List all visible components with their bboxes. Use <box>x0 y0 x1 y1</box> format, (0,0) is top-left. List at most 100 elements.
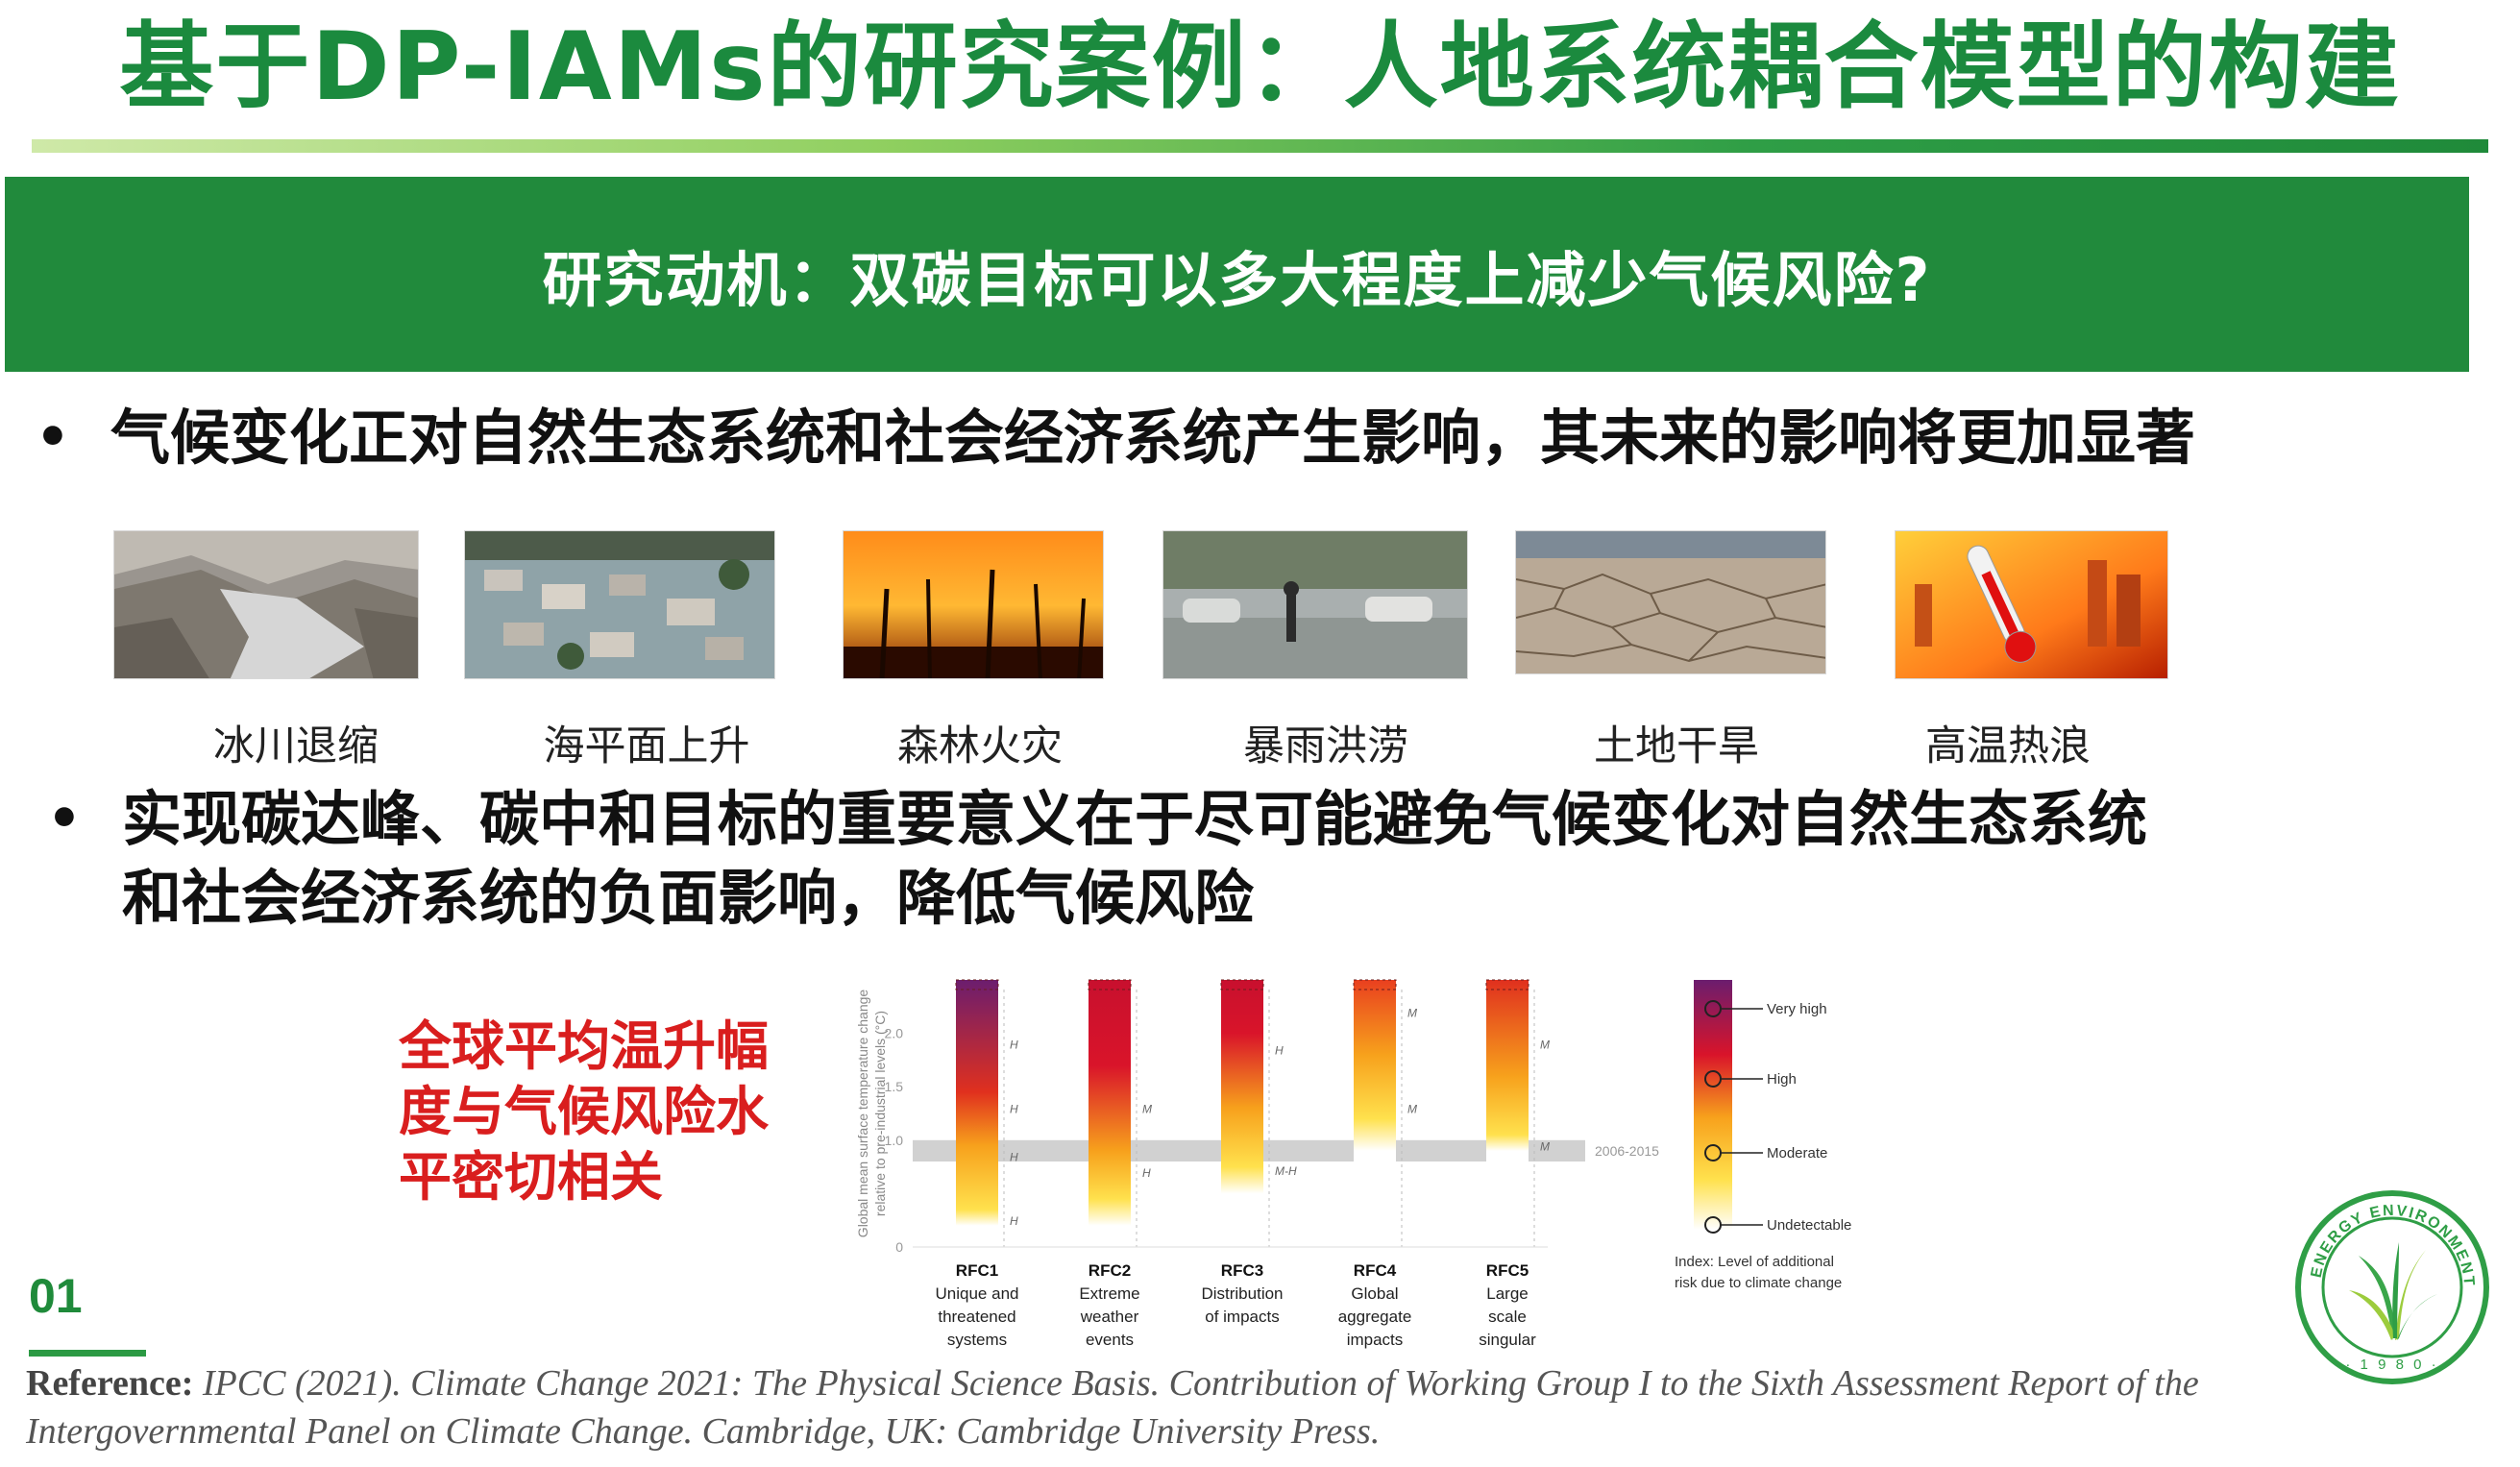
rfc-desc-label: Large <box>1486 1284 1528 1303</box>
rfc-bar-cap <box>1088 979 1132 990</box>
glacier-photo <box>113 530 419 679</box>
y-tick-label: 0 <box>895 1239 903 1255</box>
flood-image <box>465 531 774 678</box>
glacier-image <box>114 531 418 678</box>
band-label: 2006-2015 <box>1595 1143 1659 1159</box>
confidence-label: M <box>1142 1102 1152 1115</box>
page-number-underline <box>29 1350 146 1357</box>
confidence-label: M <box>1540 1039 1550 1052</box>
legend-title-line-1: Index: Level of additional <box>1675 1254 1834 1270</box>
title-divider <box>32 139 2488 153</box>
rfc-bar-rfc3 <box>1221 980 1263 1247</box>
rfc-desc-label: weather <box>1080 1308 1139 1326</box>
rfc-desc-label: Extreme <box>1079 1284 1139 1303</box>
drought-image <box>1516 531 1825 673</box>
energy-environment-economy-logo: ENERGY ENVIRONMENT ECONOMY · 1 9 8 0 · <box>2284 1174 2493 1388</box>
bullet-text-line2: 和社会经济系统的负面影响，降低气候风险 <box>122 863 1255 933</box>
rfc-chart: Global mean surface temperature change re… <box>850 961 1897 1357</box>
confidence-label: H <box>1010 1039 1018 1052</box>
y-tick-label: 1.0 <box>885 1133 904 1148</box>
reference-body: IPCC (2021). Climate Change 2021: The Ph… <box>26 1363 2199 1452</box>
legend-level-label: High <box>1767 1071 1797 1088</box>
confidence-label: M-H <box>1275 1164 1297 1178</box>
rfc-bar-cap <box>1220 979 1264 990</box>
rfc-desc-label: of impacts <box>1205 1308 1279 1326</box>
rfc-bar-rfc2 <box>1089 980 1131 1247</box>
rfc-desc-label: threatened <box>938 1308 1015 1326</box>
rfc-desc-label: events <box>1086 1331 1134 1349</box>
motivation-banner: 研究动机：双碳目标可以多大程度上减少气候风险? <box>5 177 2469 372</box>
svg-text:· 1 9 8 0 ·: · 1 9 8 0 · <box>2345 1357 2438 1373</box>
legend-level-label: Very high <box>1767 1001 1827 1017</box>
rfc-bar-cap <box>1485 979 1529 990</box>
heatwave-photo <box>1895 530 2168 679</box>
photo-label-wildfire: 森林火灾 <box>897 722 1063 770</box>
rfc-bar-cap <box>1353 979 1397 990</box>
rfc-code-label: RFC5 <box>1486 1261 1529 1280</box>
photo-label-heatwave: 高温热浪 <box>1925 722 2091 770</box>
photo-label-drought: 土地干旱 <box>1594 722 1759 770</box>
risk-index-legend: Very high High Moderate Undetectable Index: … <box>1667 970 1907 1302</box>
rfc-bar-cap <box>955 979 999 990</box>
confidence-label: M <box>1540 1139 1550 1153</box>
confidence-label: M <box>1407 1102 1417 1115</box>
reference-citation: Reference: IPCC (2021). Climate Change 2… <box>26 1359 2312 1455</box>
rfc-desc-label: aggregate <box>1338 1308 1412 1326</box>
logo-emblem-icon: ENERGY ENVIRONMENT ECONOMY · 1 9 8 0 · <box>2284 1174 2489 1384</box>
rainstorm-image <box>1163 531 1467 678</box>
wildfire-photo <box>843 530 1104 679</box>
y-axis-label-2: relative to pre-industrial levels (°C) <box>872 1011 888 1216</box>
rfc-code-label: RFC4 <box>1354 1261 1397 1280</box>
confidence-label: M <box>1407 1006 1417 1019</box>
photo-label-sea-level: 海平面上升 <box>543 722 750 770</box>
rfc-desc-label: systems <box>947 1331 1007 1349</box>
rfc-code-label: RFC2 <box>1089 1261 1131 1280</box>
y-tick-label: 2.0 <box>885 1026 904 1041</box>
rfc-desc-label: Global <box>1351 1284 1398 1303</box>
bullet-text-line1: 实现碳达峰、碳中和目标的重要意义在于尽可能避免气候变化对自然生态系统 <box>122 784 2148 854</box>
legend-title-line-2: risk due to climate change <box>1675 1275 1842 1291</box>
flood-coast-photo <box>464 530 775 679</box>
rfc-chart-svg: Global mean surface temperature change re… <box>855 979 1659 1349</box>
rainstorm-photo <box>1162 530 1468 679</box>
confidence-label: H <box>1142 1166 1151 1180</box>
note-line-3: 平密切相关 <box>399 1146 664 1208</box>
y-axis-label: Global mean surface temperature change <box>855 990 870 1238</box>
bullet-dot: • <box>47 788 82 850</box>
bullet-carbon-goal: • 实现碳达峰、碳中和目标的重要意义在于尽可能避免气候变化对自然生态系统 和社会… <box>47 780 2409 938</box>
drought-photo <box>1515 530 1826 674</box>
rfc-desc-label: impacts <box>1347 1331 1404 1349</box>
wildfire-image <box>844 531 1103 678</box>
rfc-code-label: RFC3 <box>1221 1261 1263 1280</box>
reference-label: Reference: <box>26 1363 194 1404</box>
confidence-label: H <box>1010 1150 1018 1163</box>
note-line-2: 度与气候风险水 <box>399 1081 770 1142</box>
note-line-1: 全球平均温升幅 <box>399 1015 770 1077</box>
rfc-bar-rfc4 <box>1354 980 1396 1247</box>
legend-level-label: Moderate <box>1767 1145 1827 1161</box>
bullet-text: 气候变化正对自然生态系统和社会经济系统产生影响，其未来的影响将更加显著 <box>110 403 2196 473</box>
bullet-climate-impact: • 气候变化正对自然生态系统和社会经济系统产生影响，其未来的影响将更加显著 <box>36 399 2474 477</box>
temperature-risk-note: 全球平均温升幅 度与气候风险水 平密切相关 <box>399 1014 802 1210</box>
slide-title: 基于DP-IAMs的研究案例：人地系统耦合模型的构建 <box>119 12 2401 122</box>
bullet-dot: • <box>36 406 70 469</box>
page-number: 01 <box>29 1269 83 1323</box>
banner-text: 研究动机：双碳目标可以多大程度上减少气候风险? <box>542 244 1932 315</box>
rfc-desc-label: scale <box>1488 1308 1527 1326</box>
rfc-bar-rfc5 <box>1486 980 1529 1247</box>
rfc-desc-label: singular <box>1479 1331 1536 1349</box>
y-tick-label: 1.5 <box>885 1079 904 1094</box>
heatwave-image <box>1896 531 2167 678</box>
legend-color-scale <box>1694 980 1732 1230</box>
confidence-label: H <box>1275 1043 1284 1057</box>
photo-label-rainstorm: 暴雨洪涝 <box>1243 722 1408 770</box>
rfc-code-label: RFC1 <box>956 1261 998 1280</box>
photo-label-glacier: 冰川退缩 <box>213 722 379 770</box>
rfc-bar-rfc1 <box>956 980 998 1247</box>
risk-legend-svg: Very high High Moderate Undetectable Index: … <box>1675 980 1851 1291</box>
confidence-label: H <box>1010 1214 1018 1228</box>
confidence-label: H <box>1010 1102 1018 1115</box>
rfc-desc-label: Unique and <box>936 1284 1019 1303</box>
rfc-desc-label: Distribution <box>1201 1284 1283 1303</box>
legend-level-label: Undetectable <box>1767 1217 1851 1234</box>
